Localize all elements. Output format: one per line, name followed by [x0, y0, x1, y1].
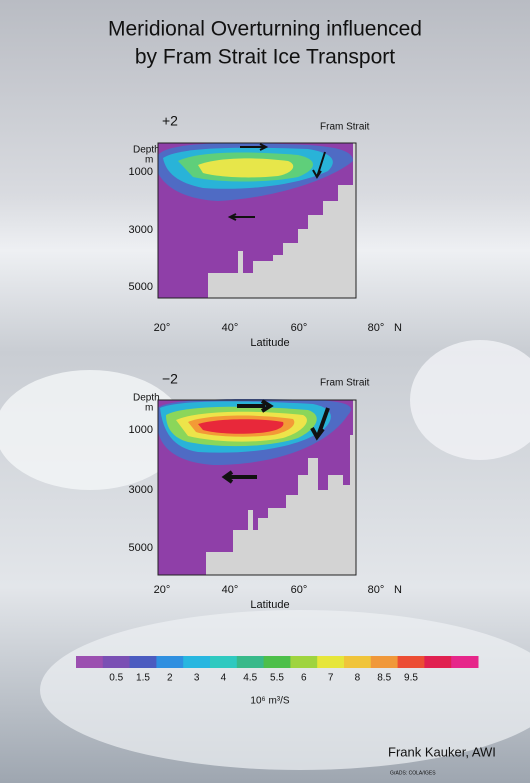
contour-field: [158, 399, 356, 575]
x-tick-label: 80°: [368, 322, 385, 334]
colorbar-swatch: [76, 656, 103, 668]
y-tick-label: 1000: [129, 166, 153, 178]
x-axis-label: Latitude: [250, 599, 289, 611]
panel-label: +2: [162, 113, 178, 129]
strait-label: Fram Strait: [320, 378, 370, 389]
colorbar-label: 1.5: [136, 673, 150, 684]
x-tick-label: 80°: [368, 584, 385, 596]
colorbar-label: 7: [328, 673, 334, 684]
colorbar-label: 2: [167, 673, 173, 684]
colorbar-swatch: [344, 656, 371, 668]
x-tick-label: N: [394, 322, 402, 334]
ice-floe: [0, 370, 185, 490]
author: Frank Kauker, AWI: [388, 744, 496, 759]
x-tick-label: N: [394, 584, 402, 596]
x-tick-label: 20°: [154, 322, 171, 334]
depth-unit: m: [145, 155, 153, 166]
depth-unit: m: [145, 403, 153, 414]
colorbar-swatch: [317, 656, 344, 668]
credit: GrADS: COLA/IGES: [390, 770, 436, 776]
slide: Meridional Overturning influenced by Fra…: [0, 0, 530, 783]
panel-label: −2: [162, 371, 178, 387]
colorbar-label: 4.5: [243, 673, 257, 684]
colorbar-label: 4: [221, 673, 227, 684]
colorbar-swatch: [156, 656, 183, 668]
strait-label: Fram Strait: [320, 122, 370, 133]
colorbar-label: 6: [301, 673, 307, 684]
page: {"header": {"title_lines": ["Meridional …: [0, 0, 530, 783]
colorbar-swatch: [183, 656, 210, 668]
colorbar-label: 8: [355, 673, 361, 684]
title-line: by Fram Strait Ice Transport: [135, 46, 395, 69]
colorbar-swatch: [424, 656, 451, 668]
colorbar-swatch: [237, 656, 264, 668]
x-tick-label: 20°: [154, 584, 171, 596]
title-line: Meridional Overturning influenced: [108, 18, 422, 41]
colorbar-label: 5.5: [270, 673, 284, 684]
colorbar-swatch: [398, 656, 425, 668]
y-tick-label: 3000: [129, 484, 153, 496]
y-tick-label: 1000: [129, 424, 153, 436]
x-tick-label: 60°: [291, 322, 308, 334]
x-tick-label: 40°: [222, 322, 239, 334]
colorbar-swatch: [371, 656, 398, 668]
colorbar-swatch: [451, 656, 478, 668]
y-tick-label: 5000: [129, 542, 153, 554]
x-tick-label: 60°: [291, 584, 308, 596]
x-axis-label: Latitude: [250, 337, 289, 349]
y-tick-label: 3000: [129, 224, 153, 236]
colorbar-swatch: [130, 656, 157, 668]
colorbar-swatch: [103, 656, 130, 668]
y-tick-label: 5000: [129, 281, 153, 293]
colorbar-swatch: [264, 656, 291, 668]
colorbar-label: 8.5: [377, 673, 391, 684]
colorbar-label: 9.5: [404, 673, 418, 684]
contour-field: [158, 143, 356, 298]
colorbar-swatch: [210, 656, 237, 668]
colorbar-unit: 10⁶ m³/S: [250, 696, 289, 707]
colorbar-label: 3: [194, 673, 200, 684]
x-tick-label: 40°: [222, 584, 239, 596]
colorbar-label: 0.5: [109, 673, 123, 684]
colorbar-swatch: [290, 656, 317, 668]
